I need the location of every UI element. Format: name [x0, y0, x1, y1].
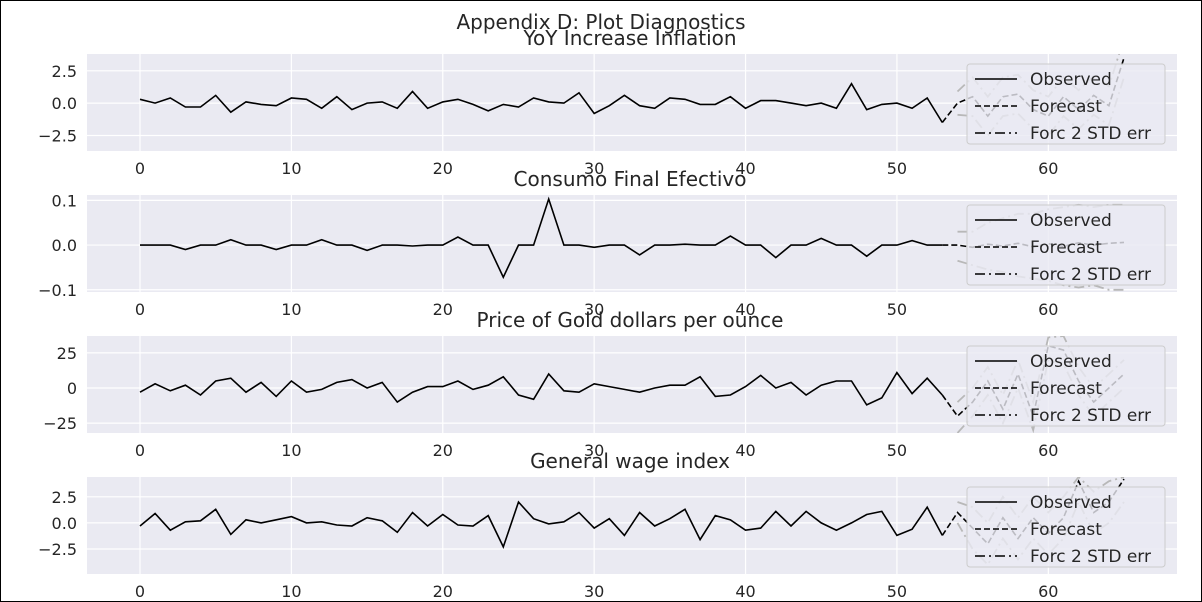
- figure-title: Appendix D: Plot Diagnostics: [456, 10, 745, 34]
- panel-title: Price of Gold dollars per ounce: [477, 308, 784, 332]
- legend-observed-label: Observed: [1030, 493, 1112, 513]
- x-tick-label: 0: [135, 159, 145, 178]
- x-tick-label: 60: [1038, 441, 1058, 460]
- x-tick-label: 60: [1038, 300, 1058, 319]
- x-tick-label: 10: [281, 441, 301, 460]
- observed-line: [139, 371, 943, 406]
- x-tick-label: 0: [135, 582, 145, 601]
- legend: Observed Forecast Forc 2 STD err: [966, 204, 1166, 286]
- x-tick-label: 40: [735, 159, 755, 178]
- x-tick-label: 40: [735, 441, 755, 460]
- x-tick-label: 50: [887, 300, 907, 319]
- x-tick-label: 30: [584, 441, 604, 460]
- observed-line: [139, 82, 943, 123]
- legend: Observed Forecast Forc 2 STD err: [966, 486, 1166, 568]
- legend-stderr-label: Forc 2 STD err: [1030, 124, 1151, 144]
- panel-1: 0 10 20 30 40 50 60 2.5 0.0 −2.5 YoY Increase Infl…: [38, 26, 1177, 178]
- x-tick-label: 60: [1038, 159, 1058, 178]
- legend-box: [966, 204, 1166, 286]
- x-tick-label: 30: [584, 582, 604, 601]
- x-tick-label: 10: [281, 159, 301, 178]
- panel-3: 0 10 20 30 40 50 60 25 0 −25 Price of Gold dollars…: [43, 308, 1177, 460]
- legend-forecast-label: Forecast: [1030, 520, 1102, 540]
- legend-forecast-label: Forecast: [1030, 97, 1102, 117]
- x-tick-label: 20: [433, 159, 453, 178]
- x-tick-label: 20: [433, 582, 453, 601]
- legend-stderr-label: Forc 2 STD err: [1030, 547, 1151, 567]
- x-tick-label: 60: [1038, 582, 1058, 601]
- y-tick-label: −2.5: [38, 540, 77, 559]
- x-tick-label: 50: [887, 582, 907, 601]
- legend-stderr-label: Forc 2 STD err: [1030, 265, 1151, 285]
- x-tick-label: 10: [281, 300, 301, 319]
- y-tick-label: 2.5: [52, 488, 77, 507]
- x-tick-label: 40: [735, 582, 755, 601]
- panel-title: YoY Increase Inflation: [522, 26, 736, 50]
- legend-observed-label: Observed: [1030, 352, 1112, 372]
- x-tick-label: 0: [135, 300, 145, 319]
- panel-4: 0 10 20 30 40 50 60 2.5 0.0 −2.5 General wage inde…: [38, 449, 1177, 601]
- y-tick-label: 2.5: [52, 62, 77, 81]
- legend-observed-label: Observed: [1030, 70, 1112, 90]
- legend-observed-label: Observed: [1030, 211, 1112, 231]
- x-tick-label: 50: [887, 159, 907, 178]
- x-tick-label: 20: [433, 300, 453, 319]
- y-tick-label: −25: [43, 414, 77, 433]
- legend-box: [966, 486, 1166, 568]
- x-tick-label: 40: [735, 300, 755, 319]
- x-tick-label: 20: [433, 441, 453, 460]
- x-tick-label: 50: [887, 441, 907, 460]
- y-tick-label: 0.0: [52, 236, 77, 255]
- x-tick-label: 0: [135, 441, 145, 460]
- legend: Observed Forecast Forc 2 STD err: [966, 63, 1166, 145]
- y-tick-label: 0.1: [52, 191, 77, 210]
- y-tick-label: 25: [57, 344, 77, 363]
- panel-title: General wage index: [530, 449, 730, 473]
- legend-stderr-label: Forc 2 STD err: [1030, 406, 1151, 426]
- panel-2: 0 10 20 30 40 50 60 0.1 0.0 −0.1 Consumo Final Efe…: [38, 167, 1177, 319]
- y-tick-label: 0.0: [52, 94, 77, 113]
- observed-line: [140, 196, 943, 280]
- x-tick-label: 10: [281, 582, 301, 601]
- legend-box: [966, 63, 1166, 145]
- y-tick-label: −2.5: [38, 126, 77, 145]
- legend-forecast-label: Forecast: [1030, 379, 1102, 399]
- y-tick-label: −0.1: [38, 281, 77, 300]
- legend-forecast-label: Forecast: [1030, 238, 1102, 258]
- x-tick-label: 30: [584, 300, 604, 319]
- legend-box: [966, 345, 1166, 427]
- observed-line: [139, 500, 944, 550]
- x-tick-label: 30: [584, 159, 604, 178]
- y-tick-label: 0.0: [52, 514, 77, 533]
- panel-title: Consumo Final Efectivo: [514, 167, 747, 191]
- y-tick-label: 0: [67, 379, 77, 398]
- legend: Observed Forecast Forc 2 STD err: [966, 345, 1166, 427]
